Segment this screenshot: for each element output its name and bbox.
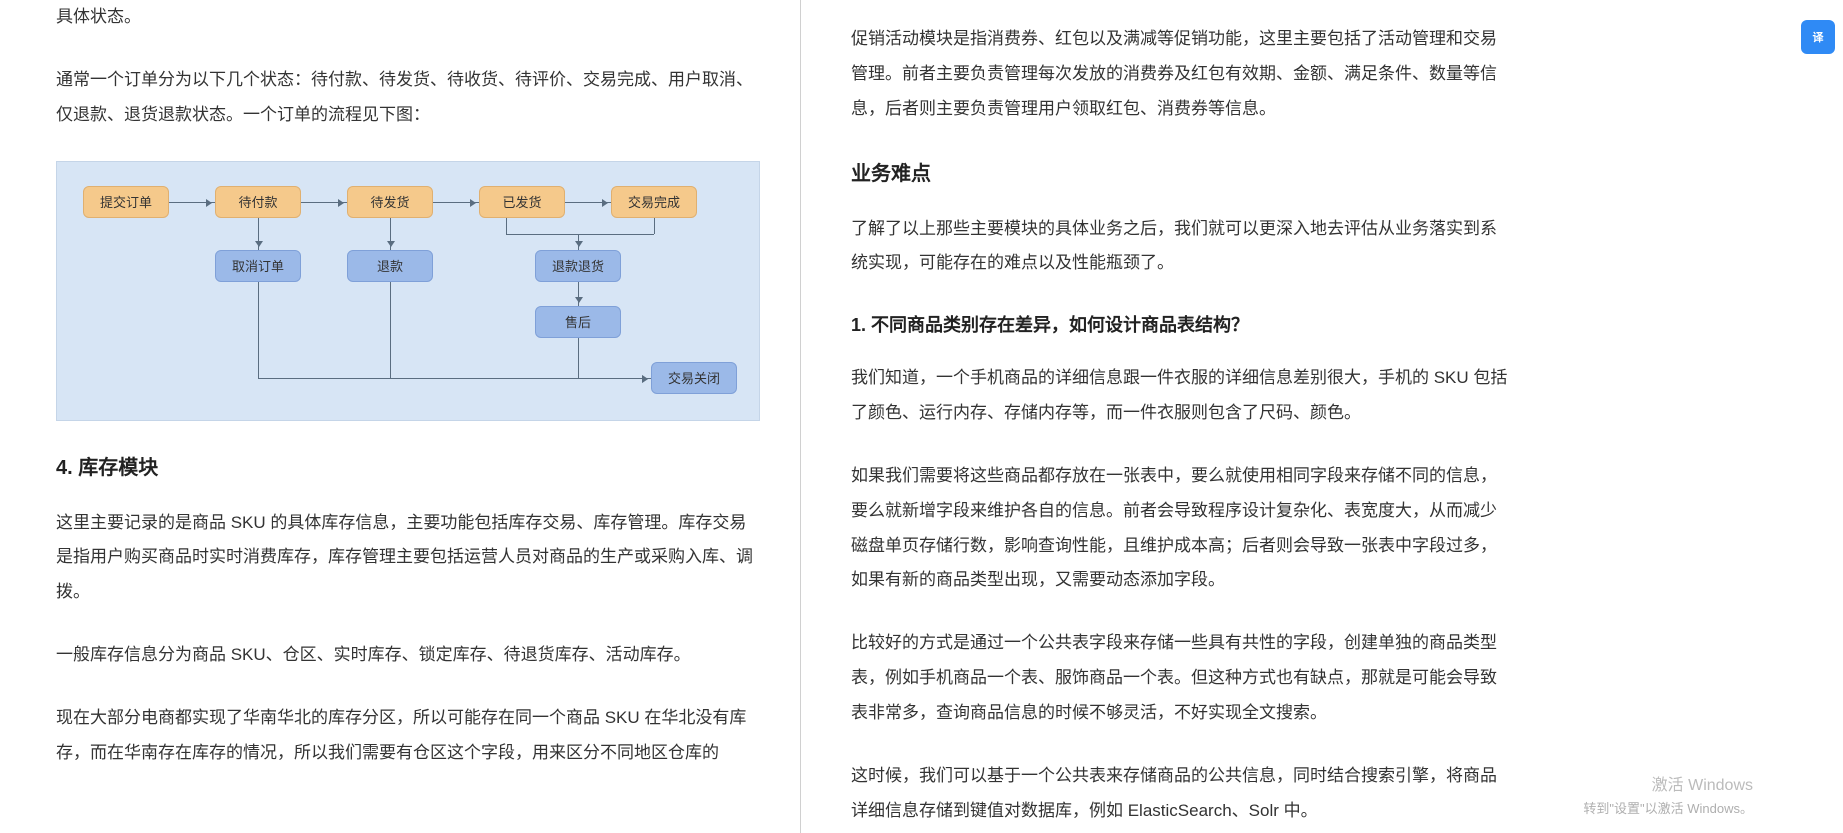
line — [654, 218, 655, 234]
flow-node-after: 售后 — [535, 306, 621, 338]
arrow — [565, 202, 611, 203]
right-column: 促销活动模块是指消费券、红包以及满减等促销功能，这里主要包括了活动管理和交易管理… — [801, 0, 1541, 833]
flow-node-submit: 提交订单 — [83, 186, 169, 218]
inventory-para-2: 一般库存信息分为商品 SKU、仓区、实时库存、锁定库存、待退货库存、活动库存。 — [56, 638, 760, 673]
answer-1-para-2: 如果我们需要将这些商品都存放在一张表中，要么就使用相同字段来存储不同的信息，要么… — [851, 459, 1511, 598]
left-column: 具体状态。 通常一个订单分为以下几个状态：待付款、待发货、待收货、待评价、交易完… — [0, 0, 800, 833]
flow-node-done: 交易完成 — [611, 186, 697, 218]
arrow — [301, 202, 347, 203]
flow-node-shipped: 已发货 — [479, 186, 565, 218]
arrow — [169, 202, 215, 203]
windows-activate-hint: 转到"设置"以激活 Windows。 — [1583, 798, 1753, 817]
translate-badge[interactable]: 译 — [1801, 20, 1835, 54]
order-states-para: 通常一个订单分为以下几个状态：待付款、待发货、待收货、待评价、交易完成、用户取消… — [56, 63, 760, 133]
line — [390, 282, 391, 378]
question-1-heading: 1. 不同商品类别存在差异，如何设计商品表结构？ — [851, 311, 1511, 337]
answer-1-para-1: 我们知道，一个手机商品的详细信息跟一件衣服的详细信息差别很大，手机的 SKU 包… — [851, 361, 1511, 431]
heading-inventory: 4. 库存模块 — [56, 451, 760, 480]
inventory-para-3: 现在大部分电商都实现了华南华北的库存分区，所以可能存在同一个商品 SKU 在华北… — [56, 701, 760, 771]
flow-node-return: 退款退货 — [535, 250, 621, 282]
answer-1-para-4: 这时候，我们可以基于一个公共表来存储商品的公共信息，同时结合搜索引擎，将商品详细… — [851, 759, 1511, 829]
order-flowchart: 提交订单 待付款 待发货 已发货 交易完成取消订单 退款 退款退货售后交易关闭 — [56, 161, 760, 421]
heading-difficulties: 业务难点 — [851, 157, 1511, 186]
inventory-para-1: 这里主要记录的是商品 SKU 的具体库存信息，主要功能包括库存交易、库存管理。库… — [56, 506, 760, 611]
arrow — [578, 234, 579, 250]
answer-1-para-3: 比较好的方式是通过一个公共表字段来存储一些具有共性的字段，创建单独的商品类型表，… — [851, 626, 1511, 731]
flow-node-closed: 交易关闭 — [651, 362, 737, 394]
flow-node-ship: 待发货 — [347, 186, 433, 218]
translate-icon: 译 — [1813, 29, 1824, 45]
arrow — [578, 282, 579, 306]
windows-watermark: 激活 Windows — [1652, 771, 1753, 795]
arrow — [578, 378, 651, 379]
line — [578, 234, 654, 235]
intro-tail: 具体状态。 — [56, 0, 760, 35]
arrow — [390, 218, 391, 250]
flow-node-refund: 退款 — [347, 250, 433, 282]
line — [506, 218, 507, 234]
line — [578, 338, 579, 378]
difficulties-intro: 了解了以上那些主要模块的具体业务之后，我们就可以更深入地去评估从业务落实到系统实… — [851, 212, 1511, 282]
promo-para: 促销活动模块是指消费券、红包以及满减等促销功能，这里主要包括了活动管理和交易管理… — [851, 22, 1511, 127]
arrow — [258, 218, 259, 250]
flow-node-pay: 待付款 — [215, 186, 301, 218]
line — [506, 234, 578, 235]
flow-node-cancel: 取消订单 — [215, 250, 301, 282]
arrow — [433, 202, 479, 203]
line — [258, 282, 259, 378]
